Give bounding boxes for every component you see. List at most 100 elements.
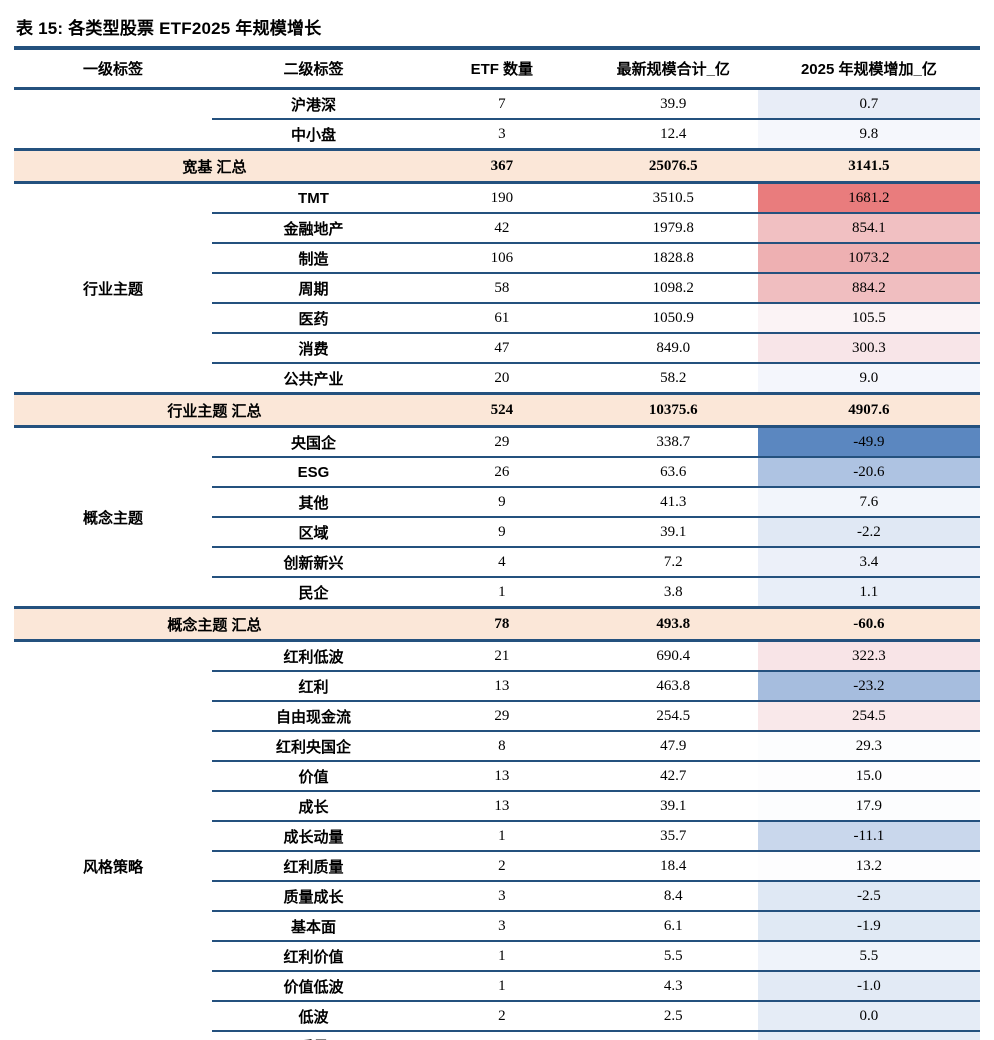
total-scale-cell: 2.5 xyxy=(588,1001,758,1032)
level1-label-cell: 风格策略 xyxy=(14,640,213,1040)
summary-total-scale-cell: 10375.6 xyxy=(588,392,758,428)
scale-change-cell: 17.9 xyxy=(757,791,980,822)
table-row: 创新新兴 4 7.2 3.4 xyxy=(14,547,980,578)
etf-count-cell: 9 xyxy=(414,517,589,548)
table-row: 价值低波 1 4.3 -1.0 xyxy=(14,971,980,1002)
scale-change-cell: 254.5 xyxy=(757,701,980,732)
scale-change-cell: 105.5 xyxy=(757,303,980,334)
scale-change-cell: 9.0 xyxy=(757,363,980,395)
level2-label-cell: ESG xyxy=(212,457,415,488)
level2-label-cell: 沪港深 xyxy=(212,88,415,120)
etf-count-cell: 20 xyxy=(414,363,589,395)
total-scale-cell: 338.7 xyxy=(588,426,758,458)
total-scale-cell: 35.7 xyxy=(588,821,758,852)
table-body: 沪港深 7 39.9 0.7 中小盘 3 12.4 9.8 宽基 汇总 367 25076.5 314… xyxy=(14,88,980,1040)
etf-count-cell: 1 xyxy=(414,971,589,1002)
summary-etf-count-cell: 524 xyxy=(414,392,589,428)
total-scale-cell: 42.7 xyxy=(588,761,758,792)
summary-etf-count-cell: 78 xyxy=(414,606,589,642)
header-level2: 二级标签 xyxy=(212,46,415,90)
total-scale-cell: 12.4 xyxy=(588,119,758,151)
table-row: 风格策略 红利低波 21 690.4 322.3 xyxy=(14,640,980,1040)
summary-label-cell: 行业主题 汇总 xyxy=(14,392,415,428)
level2-label-cell: 创新新兴 xyxy=(212,547,415,578)
table-row: 自由现金流 29 254.5 254.5 xyxy=(14,701,980,732)
scale-change-cell: -11.1 xyxy=(757,821,980,852)
level2-label-cell: TMT xyxy=(212,182,415,214)
table-row: ESG 26 63.6 -20.6 xyxy=(14,457,980,488)
table-row: 价值 13 42.7 15.0 xyxy=(14,761,980,792)
table-row: 医药 61 1050.9 105.5 xyxy=(14,303,980,334)
scale-change-cell: 854.1 xyxy=(757,213,980,244)
etf-count-cell: 42 xyxy=(414,213,589,244)
summary-total-scale-cell: 493.8 xyxy=(588,606,758,642)
summary-etf-count-cell: 367 xyxy=(414,148,589,184)
level2-label-cell: 红利低波 xyxy=(212,640,415,672)
scale-change-cell: -49.9 xyxy=(757,426,980,458)
total-scale-cell: 39.9 xyxy=(588,88,758,120)
level1-label-cell: 行业主题 xyxy=(14,182,213,394)
scale-change-cell: -1.0 xyxy=(757,971,980,1002)
scale-change-cell: 1.1 xyxy=(757,577,980,609)
table-row: 周期 58 1098.2 884.2 xyxy=(14,273,980,304)
scale-change-cell: 1681.2 xyxy=(757,182,980,214)
scale-change-cell: -23.2 xyxy=(757,671,980,702)
etf-count-cell: 13 xyxy=(414,791,589,822)
scale-change-cell: 13.2 xyxy=(757,851,980,882)
total-scale-cell: 3510.5 xyxy=(588,182,758,214)
total-scale-cell: 463.8 xyxy=(588,671,758,702)
etf-count-cell: 1 xyxy=(414,577,589,609)
scale-change-cell: 884.2 xyxy=(757,273,980,304)
table-row: 消费 47 849.0 300.3 xyxy=(14,333,980,364)
level1-label-cell: 概念主题 xyxy=(14,426,213,608)
total-scale-cell: 18.4 xyxy=(588,851,758,882)
scale-change-cell: 0.0 xyxy=(757,1001,980,1032)
level2-label-cell: 其他 xyxy=(212,487,415,518)
scale-change-cell: -1.9 xyxy=(757,911,980,942)
summary-row: 概念主题 汇总 78 493.8 -60.6 xyxy=(14,606,980,642)
level2-label-cell: 央国企 xyxy=(212,426,415,458)
summary-total-scale-cell: 25076.5 xyxy=(588,148,758,184)
scale-change-cell: 0.7 xyxy=(757,88,980,120)
etf-count-cell: 2 xyxy=(414,1001,589,1032)
scale-change-cell: 15.0 xyxy=(757,761,980,792)
total-scale-cell: 7.2 xyxy=(588,547,758,578)
table-row: 区域 9 39.1 -2.2 xyxy=(14,517,980,548)
level2-label-cell: 低波 xyxy=(212,1001,415,1032)
summary-scale-change-cell: -60.6 xyxy=(757,606,980,642)
table-row: 质量12.2-0.3 xyxy=(14,1031,980,1040)
scale-change-cell: 322.3 xyxy=(757,640,980,672)
total-scale-cell: 41.3 xyxy=(588,487,758,518)
level2-label-cell: 红利价值 xyxy=(212,941,415,972)
total-scale-cell: 8.4 xyxy=(588,881,758,912)
level2-label-cell: 基本面 xyxy=(212,911,415,942)
etf-count-cell: 7 xyxy=(414,88,589,120)
header-row: 一级标签 二级标签 ETF 数量 最新规模合计_亿 2025 年规模增加_亿 xyxy=(14,46,980,90)
header-total-scale: 最新规模合计_亿 xyxy=(588,46,758,90)
level2-label-cell: 红利质量 xyxy=(212,851,415,882)
etf-count-cell: 1 xyxy=(414,941,589,972)
table-row: 红利 13 463.8 -23.2 xyxy=(14,671,980,702)
scale-change-cell: 3.4 xyxy=(757,547,980,578)
level2-label-cell: 质量 xyxy=(212,1031,415,1040)
header-level1: 一级标签 xyxy=(14,46,213,90)
etf-count-cell: 4 xyxy=(414,547,589,578)
scale-change-cell: 5.5 xyxy=(757,941,980,972)
header-etf-count: ETF 数量 xyxy=(414,46,589,90)
level2-label-cell: 金融地产 xyxy=(212,213,415,244)
scale-change-cell: 9.8 xyxy=(757,119,980,151)
total-scale-cell: 58.2 xyxy=(588,363,758,395)
level2-label-cell: 中小盘 xyxy=(212,119,415,151)
total-scale-cell: 1979.8 xyxy=(588,213,758,244)
total-scale-cell: 1050.9 xyxy=(588,303,758,334)
level2-label-cell: 价值低波 xyxy=(212,971,415,1002)
level2-label-cell: 自由现金流 xyxy=(212,701,415,732)
scale-change-cell: -20.6 xyxy=(757,457,980,488)
level2-label-cell: 制造 xyxy=(212,243,415,274)
table-row: 质量成长 3 8.4 -2.5 xyxy=(14,881,980,912)
table-header: 一级标签 二级标签 ETF 数量 最新规模合计_亿 2025 年规模增加_亿 xyxy=(14,46,980,90)
level2-label-cell: 成长动量 xyxy=(212,821,415,852)
etf-count-cell: 58 xyxy=(414,273,589,304)
etf-growth-table: 一级标签 二级标签 ETF 数量 最新规模合计_亿 2025 年规模增加_亿 沪… xyxy=(14,46,980,1040)
